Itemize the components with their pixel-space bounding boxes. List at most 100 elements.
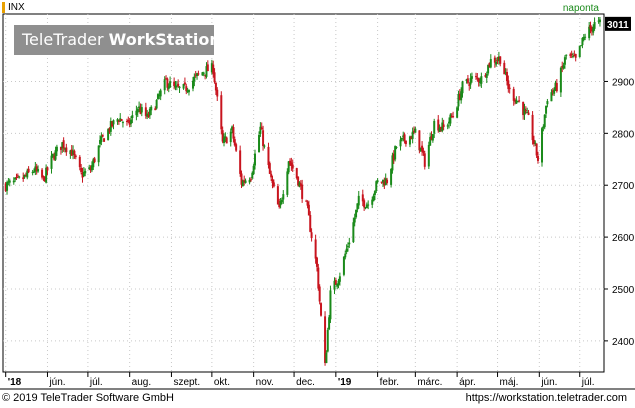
candle-down <box>421 145 424 152</box>
candle-down <box>35 166 38 172</box>
candle-down <box>206 64 209 72</box>
candle-up <box>55 146 58 152</box>
y-tick-label: 2500 <box>612 285 635 296</box>
candle-down <box>508 87 511 90</box>
candle-up <box>32 171 35 173</box>
candle-down <box>532 139 535 145</box>
candle-down <box>127 120 130 122</box>
candle-up <box>34 166 37 172</box>
candle-up <box>344 253 347 258</box>
candle-up <box>329 290 332 320</box>
candle-up <box>88 167 91 170</box>
candle-up <box>169 81 172 88</box>
candle-down <box>212 64 215 74</box>
candle-down <box>524 109 527 112</box>
candle-up <box>516 101 519 103</box>
x-tick-label: szept. <box>173 377 200 388</box>
candle-up <box>457 94 460 107</box>
candle-up <box>326 330 329 352</box>
candle-up <box>523 108 526 115</box>
candle-down <box>108 128 111 132</box>
candle-down <box>589 24 592 29</box>
candle-up <box>429 137 432 146</box>
candle-up <box>14 177 17 180</box>
last-value-tag <box>605 16 631 31</box>
candle-down <box>139 107 142 114</box>
candle-up <box>337 280 340 285</box>
candle-up <box>534 142 537 144</box>
candle-up <box>241 180 244 187</box>
candle-up <box>72 150 75 155</box>
candle-up <box>373 191 376 195</box>
candle-down <box>42 175 45 177</box>
candle-down <box>290 162 293 166</box>
candle-up <box>375 181 378 191</box>
candle-down <box>73 150 76 156</box>
candle-down <box>177 83 180 87</box>
candle-up <box>581 37 584 46</box>
candle-up <box>431 134 434 141</box>
candle-up <box>286 171 289 195</box>
candle-up <box>485 73 488 78</box>
y-tick-label: 2900 <box>612 77 635 88</box>
candle-down <box>439 127 442 130</box>
candle-up <box>470 76 473 79</box>
candle-up <box>487 64 490 74</box>
candle-up <box>148 108 151 116</box>
candle-down <box>225 137 228 144</box>
candle-up <box>109 121 112 132</box>
candle-down <box>422 150 425 153</box>
candle-up <box>155 100 158 109</box>
candle-down <box>272 182 275 187</box>
candle-down <box>103 138 106 142</box>
candle-down <box>309 214 312 232</box>
candle-up <box>175 85 178 87</box>
candle-up <box>136 109 139 113</box>
y-tick-label: 2400 <box>612 337 635 348</box>
candle-up <box>63 148 66 150</box>
candle-down <box>477 78 480 83</box>
x-tick-label: jún. <box>48 377 65 388</box>
frequency-label[interactable]: naponta <box>562 3 599 14</box>
candle-up <box>353 217 356 223</box>
candle-up <box>460 91 463 101</box>
candle-up <box>390 168 393 185</box>
candle-up <box>593 22 596 29</box>
copyright-text: © 2019 TeleTrader Software GmbH <box>2 392 174 404</box>
x-tick-label: nov. <box>256 377 274 388</box>
candle-down <box>260 127 263 130</box>
candle-up <box>394 146 397 160</box>
x-tick-label: aug. <box>132 377 151 388</box>
candle-up <box>382 179 385 183</box>
candle-down <box>536 155 539 161</box>
candle-down <box>89 168 92 171</box>
candle-up <box>186 90 189 92</box>
candle-up <box>187 89 190 93</box>
candle-down <box>144 107 147 116</box>
candle-down <box>289 160 292 164</box>
candle-down <box>403 134 406 141</box>
candle-down <box>314 239 317 259</box>
candle-up <box>97 145 100 163</box>
candle-up <box>252 165 255 174</box>
symbol-marker <box>2 2 5 13</box>
candle-down <box>220 95 223 130</box>
candle-up <box>135 110 138 116</box>
candle-down <box>412 130 415 133</box>
candle-down <box>493 57 496 63</box>
candle-up <box>572 55 575 57</box>
source-url[interactable]: https://workstation.teletrader.com <box>465 392 627 404</box>
candle-down <box>243 180 246 183</box>
candle-up <box>138 106 141 109</box>
candle-down <box>496 60 499 62</box>
candle-down <box>383 181 386 186</box>
candle-up <box>411 131 414 139</box>
candle-down <box>310 232 313 239</box>
candle-down <box>430 136 433 140</box>
candle-up <box>325 352 328 364</box>
x-tick-label: júl. <box>89 377 103 388</box>
candle-up <box>402 135 405 138</box>
candle-down <box>488 62 491 67</box>
candle-up <box>121 122 124 124</box>
candle-down <box>476 77 479 79</box>
